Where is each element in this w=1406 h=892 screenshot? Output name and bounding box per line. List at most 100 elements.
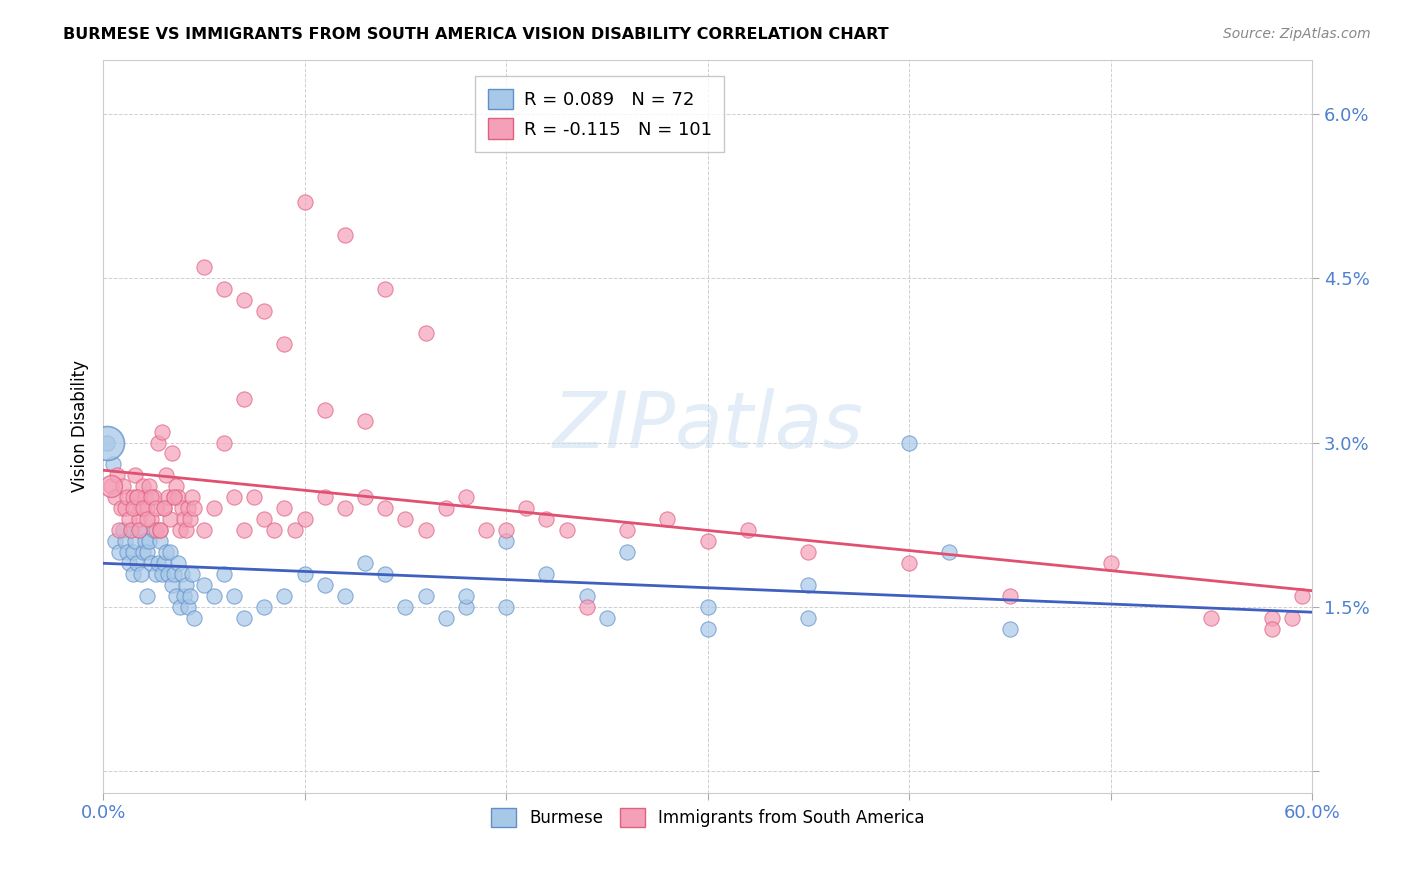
Point (434, 501, 457, 516)
Point (273, 337, 295, 351)
Point (136, 589, 159, 603)
Point (233, 610, 256, 624)
Point (374, 501, 396, 516)
Point (170, 501, 193, 516)
Point (148, 534, 170, 549)
Point (212, 435, 235, 450)
Point (454, 490, 477, 504)
Point (374, 282, 396, 296)
Point (117, 545, 139, 559)
Point (253, 599, 276, 614)
Point (183, 501, 205, 516)
Point (253, 304, 276, 318)
Point (177, 501, 200, 516)
Point (224, 589, 246, 603)
Point (122, 545, 145, 559)
Point (163, 490, 186, 504)
Point (150, 566, 173, 581)
Point (233, 293, 256, 308)
Point (212, 566, 235, 581)
Text: BURMESE VS IMMIGRANTS FROM SOUTH AMERICA VISION DISABILITY CORRELATION CHART: BURMESE VS IMMIGRANTS FROM SOUTH AMERICA… (63, 27, 889, 42)
Point (616, 523, 638, 537)
Point (212, 282, 235, 296)
Point (394, 599, 416, 614)
Point (104, 490, 127, 504)
Point (141, 556, 163, 570)
Point (128, 523, 150, 537)
Point (150, 425, 173, 439)
Point (120, 523, 142, 537)
Point (169, 599, 191, 614)
Point (354, 556, 377, 570)
Point (233, 523, 256, 537)
Point (166, 556, 188, 570)
Point (434, 610, 457, 624)
Point (136, 512, 159, 526)
Legend: Burmese, Immigrants from South America: Burmese, Immigrants from South America (482, 800, 934, 836)
Point (159, 512, 181, 526)
Point (152, 501, 174, 516)
Point (183, 610, 205, 624)
Point (122, 501, 145, 516)
Point (797, 578, 820, 592)
Point (177, 599, 200, 614)
Point (96, 435, 118, 450)
Point (575, 599, 598, 614)
Point (333, 227, 356, 242)
Point (415, 523, 437, 537)
Point (495, 599, 517, 614)
Point (1291, 589, 1313, 603)
Point (132, 479, 155, 493)
Text: ZIPatlas: ZIPatlas (553, 388, 863, 464)
Point (155, 545, 177, 559)
Point (105, 468, 128, 483)
Point (104, 534, 127, 549)
Point (202, 501, 225, 516)
Point (657, 512, 679, 526)
Point (575, 589, 598, 603)
Point (515, 501, 537, 516)
Point (114, 501, 136, 516)
Point (170, 566, 193, 581)
Point (1261, 610, 1284, 624)
Point (394, 512, 416, 526)
Point (152, 501, 174, 516)
Point (108, 523, 131, 537)
Point (180, 566, 202, 581)
Point (160, 446, 183, 460)
Y-axis label: Vision Disability: Vision Disability (72, 360, 89, 492)
Point (696, 599, 718, 614)
Point (159, 545, 181, 559)
Point (127, 556, 149, 570)
Point (454, 589, 477, 603)
Point (333, 501, 356, 516)
Point (263, 523, 285, 537)
Point (797, 545, 820, 559)
Point (128, 523, 150, 537)
Point (174, 523, 197, 537)
Point (616, 545, 638, 559)
Point (134, 490, 156, 504)
Point (128, 512, 150, 526)
Point (938, 545, 960, 559)
Point (100, 479, 122, 493)
Point (110, 501, 132, 516)
Point (165, 479, 187, 493)
Point (224, 490, 246, 504)
Point (100, 479, 122, 493)
Point (132, 501, 155, 516)
Point (696, 622, 718, 636)
Point (163, 490, 186, 504)
Point (131, 566, 153, 581)
Point (898, 435, 921, 450)
Point (138, 479, 160, 493)
Point (146, 556, 169, 570)
Point (131, 501, 153, 516)
Point (202, 589, 225, 603)
Point (495, 534, 517, 549)
Point (333, 589, 356, 603)
Point (797, 610, 820, 624)
Point (415, 589, 437, 603)
Point (96, 435, 118, 450)
Point (273, 501, 295, 516)
